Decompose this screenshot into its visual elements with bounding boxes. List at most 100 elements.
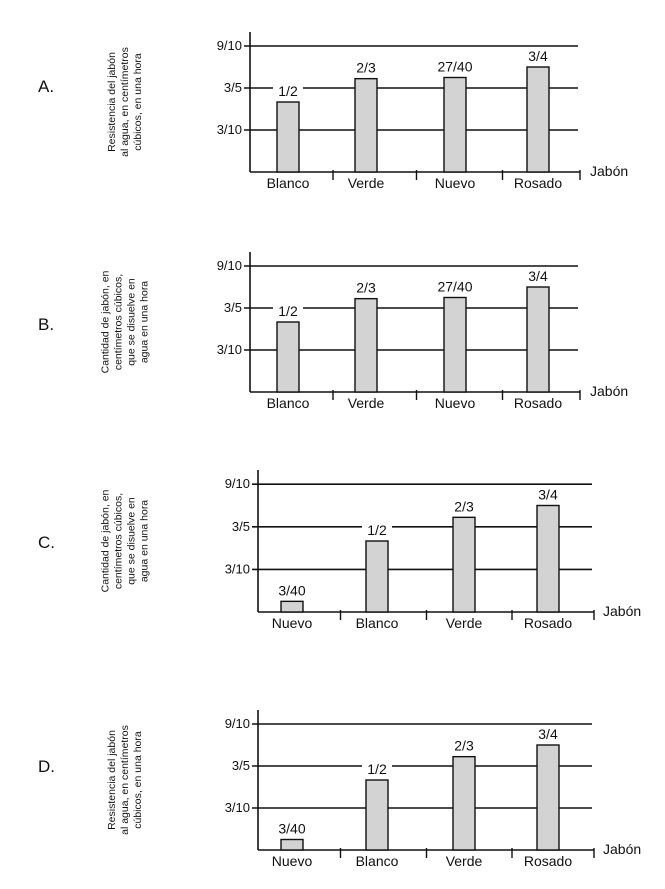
data-label: 27/40 xyxy=(437,279,472,295)
y-tick-label: 9/10 xyxy=(225,476,250,491)
x-tick-label: Nuevo xyxy=(435,175,476,191)
bar-rosado xyxy=(536,744,560,851)
data-label-bg xyxy=(351,279,381,295)
option-label: C. xyxy=(38,533,55,552)
x-axis-label: Jabón xyxy=(603,841,641,857)
data-label: 2/3 xyxy=(454,738,474,754)
data-label: 3/4 xyxy=(538,726,558,742)
data-label: 27/40 xyxy=(437,59,472,75)
data-label-bg xyxy=(523,268,553,283)
bar-verde xyxy=(354,77,378,173)
chart-d: D. Resistencia del jabón al agua, en centí… xyxy=(38,710,641,869)
data-label-bg xyxy=(362,761,392,776)
data-label-bg xyxy=(432,58,478,74)
y-tick-label: 3/10 xyxy=(217,122,242,137)
bar-nuevo xyxy=(280,600,304,613)
y-axis-label: que se disuelve en xyxy=(126,278,138,366)
chart-b: B. Cantidad de jabón, en centímetros cúbic… xyxy=(38,252,628,411)
y-axis-label: al agua, en centímetros xyxy=(119,47,131,157)
bar-verde xyxy=(452,755,476,851)
data-label: 3/4 xyxy=(528,48,548,64)
y-axis-label: agua en una hora xyxy=(139,281,151,363)
data-label-bg xyxy=(432,278,478,294)
x-tick-label: Verde xyxy=(446,615,483,631)
y-axis-label: Cantidad de jabón, en xyxy=(100,270,112,373)
x-tick-label: Verde xyxy=(348,175,385,191)
x-tick-label: Rosado xyxy=(514,395,562,411)
y-axis-label: centímetros cúbicos, xyxy=(113,493,125,589)
data-label: 2/3 xyxy=(356,280,376,296)
x-tick-label: Rosado xyxy=(514,175,562,191)
data-label-bg xyxy=(523,48,553,63)
bar-verde xyxy=(354,297,378,393)
chart-c: C. Cantidad de jabón, en centímetros cúbic… xyxy=(38,470,641,631)
bar-nuevo xyxy=(443,76,467,173)
x-axis-label: Jabón xyxy=(590,383,628,399)
x-tick-label: Blanco xyxy=(356,615,399,631)
data-label-bg xyxy=(533,726,563,741)
data-label: 1/2 xyxy=(367,761,387,777)
data-label: 2/3 xyxy=(454,498,474,514)
bar-nuevo xyxy=(443,296,467,393)
y-axis-label: agua en una hora xyxy=(139,500,151,582)
data-label-bg xyxy=(273,582,311,598)
y-axis-label: centímetros cúbicos, xyxy=(113,274,125,370)
y-tick-label: 3/5 xyxy=(232,519,250,534)
data-label: 3/4 xyxy=(538,487,558,503)
x-tick-label: Blanco xyxy=(356,853,399,869)
y-tick-label: 3/10 xyxy=(225,561,250,576)
data-label-bg xyxy=(273,303,303,318)
y-tick-label: 3/5 xyxy=(224,300,242,315)
data-label-bg xyxy=(362,522,392,537)
bar-rosado xyxy=(536,504,560,613)
x-axis-label: Jabón xyxy=(603,603,641,619)
option-label: B. xyxy=(38,315,54,334)
data-label: 2/3 xyxy=(356,60,376,76)
data-label-bg xyxy=(533,486,563,502)
bar-nuevo xyxy=(280,838,304,851)
x-tick-label: Verde xyxy=(446,853,483,869)
x-tick-label: Nuevo xyxy=(272,615,313,631)
data-label-bg xyxy=(449,737,479,753)
x-tick-label: Nuevo xyxy=(435,395,476,411)
y-axis-label: Resistencia del jabón xyxy=(106,730,118,830)
bar-rosado xyxy=(526,286,550,393)
data-label: 3/40 xyxy=(278,582,305,598)
data-label: 3/4 xyxy=(528,268,548,284)
option-label: A. xyxy=(38,77,54,96)
y-axis-label: que se disuelve en xyxy=(126,497,138,585)
bar-verde xyxy=(452,516,476,613)
y-axis-label: Resistencia del jabón xyxy=(106,52,118,152)
y-tick-label: 9/10 xyxy=(225,716,250,731)
y-axis-label: Cantidad de jabón, en xyxy=(100,489,112,592)
x-tick-label: Blanco xyxy=(267,175,310,191)
bar-blanco xyxy=(365,779,389,851)
y-axis-label: al agua, en centímetros xyxy=(119,725,131,835)
y-tick-label: 9/10 xyxy=(217,258,242,273)
data-label-bg xyxy=(449,498,479,514)
x-tick-label: Nuevo xyxy=(272,853,313,869)
x-tick-label: Rosado xyxy=(524,615,572,631)
y-tick-label: 3/5 xyxy=(224,80,242,95)
chart-a: A. Resistencia del jabón al agua, en centí… xyxy=(38,32,628,191)
y-tick-label: 9/10 xyxy=(217,38,242,53)
x-tick-label: Rosado xyxy=(524,853,572,869)
y-axis-label: cúbicos, en una hora xyxy=(132,731,144,829)
y-tick-label: 3/10 xyxy=(217,342,242,357)
bar-blanco xyxy=(276,321,300,393)
data-label: 3/40 xyxy=(278,821,305,837)
data-label: 1/2 xyxy=(367,522,387,538)
x-tick-label: Blanco xyxy=(267,395,310,411)
data-label-bg xyxy=(351,59,381,75)
y-tick-label: 3/10 xyxy=(225,800,250,815)
data-label-bg xyxy=(273,820,311,836)
x-axis-label: Jabón xyxy=(590,163,628,179)
data-label: 1/2 xyxy=(278,303,298,319)
bar-blanco xyxy=(365,540,389,613)
y-axis-label: cúbicos, en una hora xyxy=(132,53,144,151)
bar-blanco xyxy=(276,101,300,173)
y-tick-label: 3/5 xyxy=(232,758,250,773)
data-label-bg xyxy=(273,83,303,98)
